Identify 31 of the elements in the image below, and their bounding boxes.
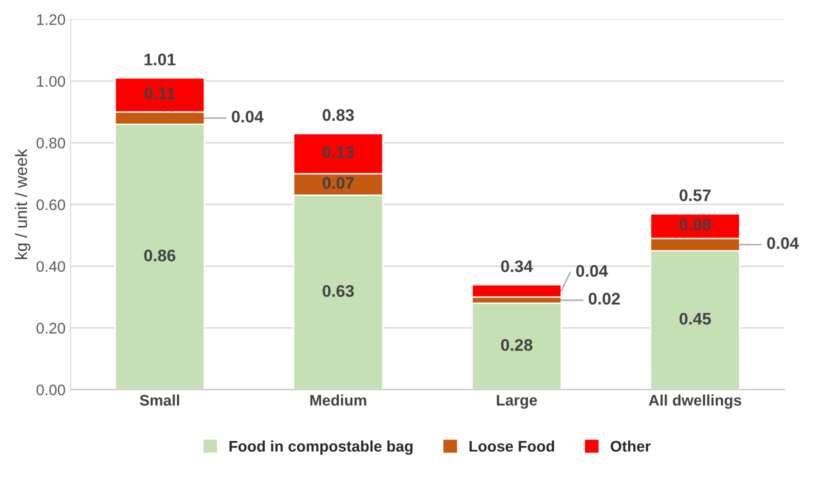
data-label: 0.28 <box>501 339 532 351</box>
x-tick-label: Medium <box>310 394 366 406</box>
data-label: 0.02 <box>588 292 620 305</box>
legend-label: Food in compostable bag <box>230 440 413 455</box>
y-tick-label: 0.60 <box>36 199 66 210</box>
data-label: 0.11 <box>144 88 176 100</box>
data-label: 0.86 <box>144 250 176 262</box>
total-label: 1.01 <box>144 54 176 66</box>
data-label: 0.04 <box>767 237 799 250</box>
total-label: 0.83 <box>322 109 354 121</box>
data-label: 0.45 <box>680 312 711 325</box>
data-label: 0.13 <box>322 146 354 158</box>
x-tick-label: Large <box>496 394 537 409</box>
legend-label: Other <box>610 440 651 452</box>
y-axis-title: kg / unit / week <box>14 148 30 259</box>
y-tick-label: 0.00 <box>36 384 66 396</box>
data-label: 0.63 <box>322 285 354 297</box>
y-tick-label: 1.00 <box>37 76 66 87</box>
total-label: 0.34 <box>501 260 533 272</box>
data-label: 0.07 <box>322 177 354 189</box>
data-label: 0.08 <box>680 218 711 231</box>
total-label: 0.57 <box>680 189 711 202</box>
data-label: 0.04 <box>232 110 264 123</box>
data-label: 0.04 <box>576 265 608 277</box>
y-tick-label: 0.20 <box>36 322 66 334</box>
y-tick-label: 1.20 <box>37 14 66 26</box>
legend-label: Loose Food <box>470 440 554 452</box>
x-tick-label: All dwellings <box>648 394 742 409</box>
y-tick-label: 0.80 <box>36 138 66 148</box>
y-tick-label: 0.40 <box>36 261 66 272</box>
x-tick-label: Small <box>140 394 180 406</box>
